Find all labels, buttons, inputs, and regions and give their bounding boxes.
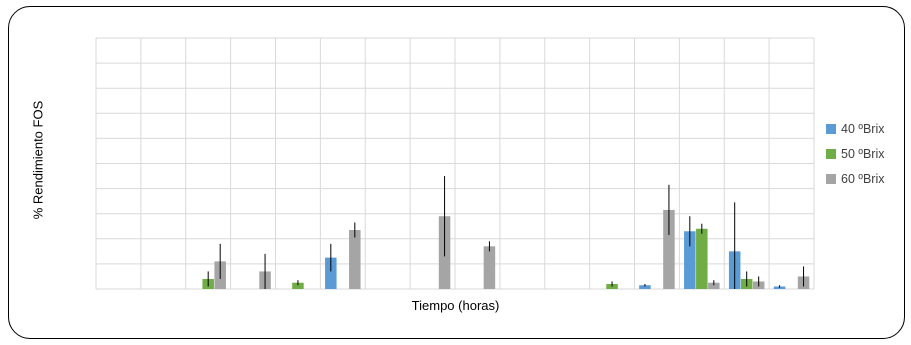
bar [483,246,496,289]
legend-swatch [826,123,836,134]
legend-item: 60 ºBrix [826,166,884,191]
legend: 40 ºBrix 50 ºBrix 60 ºBrix [826,116,884,191]
bar [349,230,361,289]
bar [684,231,696,289]
y-axis-label: % Rendimiento FOS [30,100,46,220]
legend-swatch [826,148,836,159]
bar [325,257,337,289]
x-axis-label: Tiempo (horas) [411,298,500,313]
bar [292,282,304,289]
legend-item: 50 ºBrix [826,141,884,166]
legend-label: 60 ºBrix [841,171,885,186]
legend-item: 40 ºBrix [826,116,884,141]
legend-swatch [826,173,836,184]
bar [663,209,675,289]
bar [696,228,708,289]
legend-label: 50 ºBrix [841,146,885,161]
bar [708,282,720,289]
bar [639,285,651,289]
legend-label: 40 ºBrix [841,121,885,136]
